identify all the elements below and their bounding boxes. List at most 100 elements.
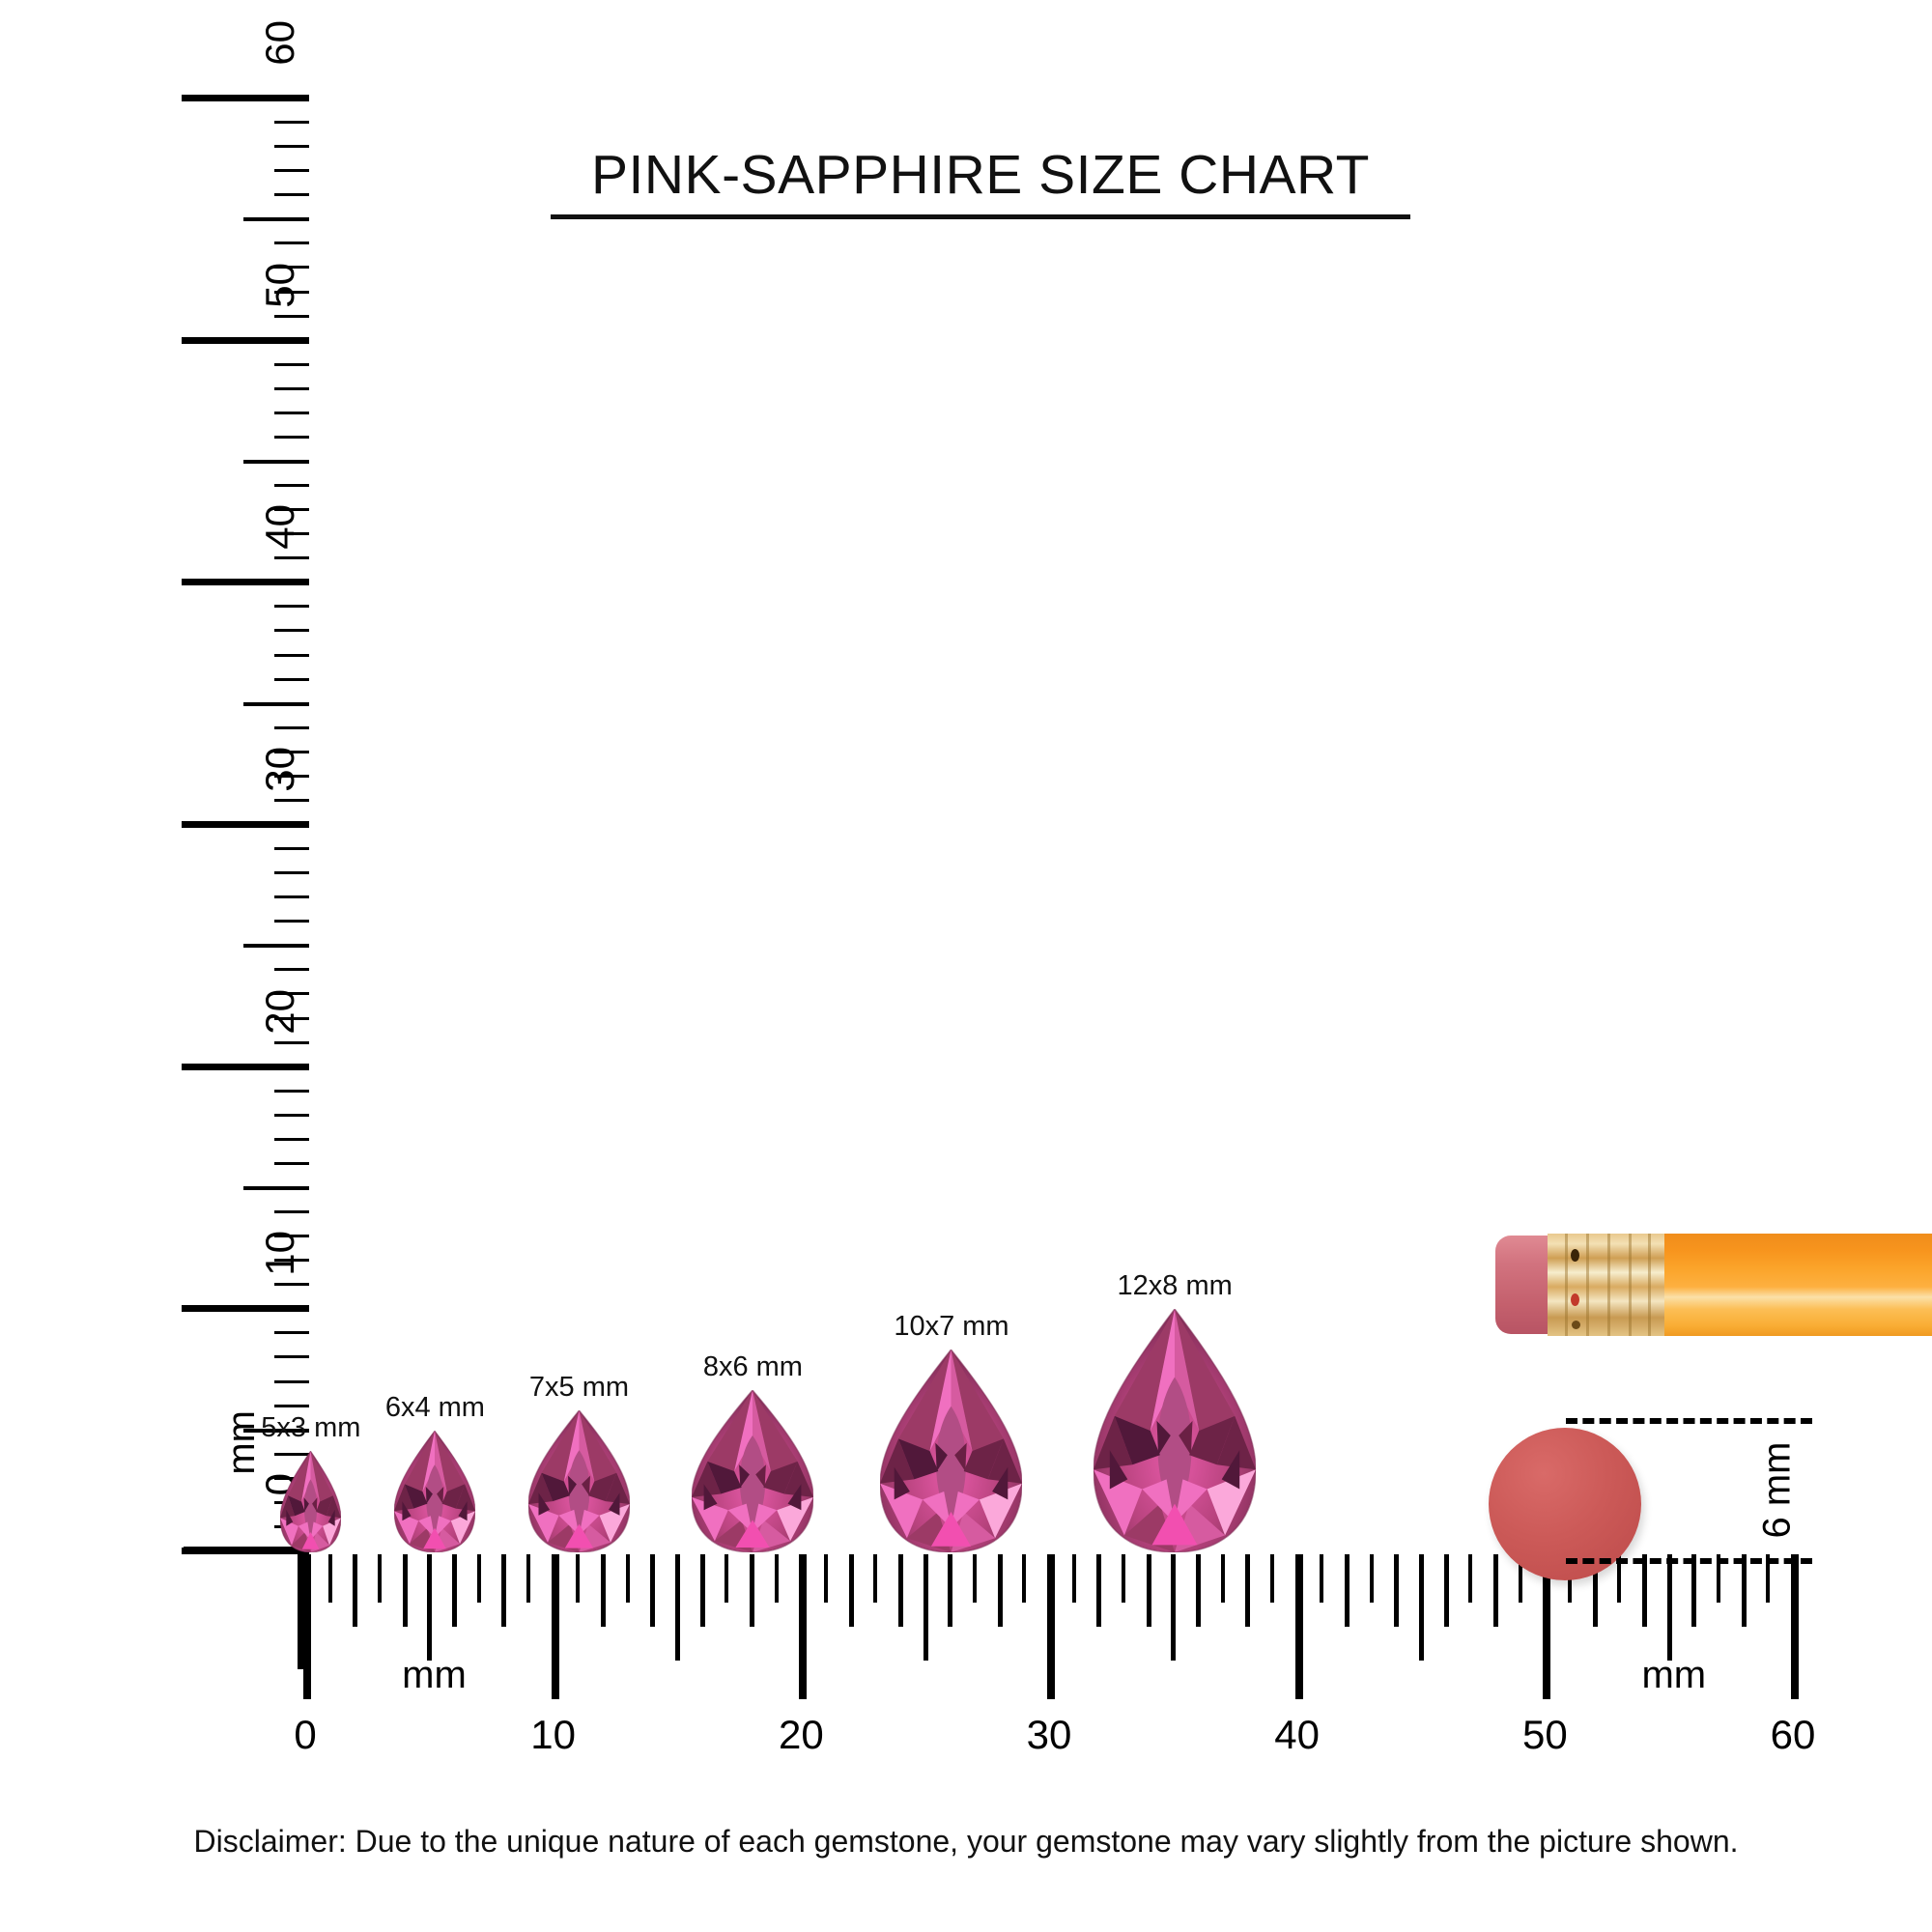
vruler-tick-7 <box>274 1379 309 1383</box>
hruler-tick-34 <box>1146 1554 1151 1627</box>
vruler-tick-38 <box>274 629 309 633</box>
vruler-label-20: 20 <box>257 988 302 1035</box>
vruler-tick-42 <box>274 532 309 536</box>
hruler-label-60: 60 <box>1770 1712 1816 1757</box>
gemstone-8x6mm[interactable]: 8x6 mm <box>692 1351 814 1552</box>
hruler-tick-47 <box>1468 1554 1473 1603</box>
vertical-ruler: 0 10 20 30 40 50 60 mm <box>145 20 309 1570</box>
hruler-tick-15 <box>675 1554 680 1661</box>
gemstone-image <box>1094 1309 1257 1552</box>
gemstone-6x4mm[interactable]: 6x4 mm <box>385 1392 485 1552</box>
vruler-tick-46 <box>274 435 309 439</box>
hruler-tick-29 <box>1022 1554 1027 1603</box>
vruler-tick-5 <box>243 1428 309 1433</box>
vruler-label-10: 10 <box>257 1231 302 1277</box>
hruler-tick-36 <box>1196 1554 1201 1627</box>
ruler-corner-horizontal <box>184 1547 305 1554</box>
vruler-tick-40 <box>182 579 309 586</box>
hruler-tick-10 <box>551 1554 559 1699</box>
vruler-tick-44 <box>274 484 309 488</box>
vruler-tick-8 <box>274 1355 309 1359</box>
gemstone-size-label: 8x6 mm <box>702 1351 803 1382</box>
hruler-tick-5 <box>427 1554 433 1661</box>
vruler-tick-29 <box>274 847 309 851</box>
hruler-tick-33 <box>1122 1554 1125 1603</box>
vruler-tick-26 <box>274 920 309 923</box>
vruler-tick-18 <box>274 1113 309 1117</box>
hruler-tick-52 <box>1592 1554 1598 1627</box>
vruler-tick-51 <box>274 314 309 318</box>
vruler-label-50: 50 <box>257 262 302 308</box>
vruler-tick-30 <box>182 821 309 828</box>
vruler-tick-23 <box>274 992 309 996</box>
hruler-label-50: 50 <box>1521 1712 1568 1757</box>
hruler-label-10: 10 <box>530 1712 577 1757</box>
hruler-tick-21 <box>824 1554 828 1603</box>
hruler-label-20: 20 <box>778 1712 824 1757</box>
gemstone-7x5mm[interactable]: 7x5 mm <box>528 1372 630 1552</box>
hruler-tick-14 <box>650 1554 656 1627</box>
vruler-unit-label: mm <box>220 1409 263 1475</box>
hruler-tick-18 <box>750 1554 754 1627</box>
hruler-tick-16 <box>699 1554 705 1627</box>
vruler-tick-14 <box>274 1210 309 1214</box>
vruler-tick-28 <box>274 871 309 875</box>
vruler-tick-36 <box>274 677 309 681</box>
vruler-tick-33 <box>274 750 309 753</box>
vruler-tick-31 <box>274 798 309 802</box>
vruler-tick-32 <box>274 774 309 778</box>
pencil-body <box>1664 1234 1932 1336</box>
ferrule-crimp-dot <box>1571 1249 1579 1262</box>
gemstone-10x7mm[interactable]: 10x7 mm <box>880 1311 1023 1552</box>
vruler-tick-11 <box>274 1283 309 1287</box>
vruler-label-40: 40 <box>257 504 302 551</box>
page-title: PINK-SAPPHIRE SIZE CHART <box>591 144 1370 206</box>
vruler-tick-47 <box>274 411 309 414</box>
gemstone-5x3mm[interactable]: 5x3 mm <box>261 1412 360 1552</box>
vruler-tick-55 <box>243 217 309 222</box>
vruler-tick-3 <box>274 1476 309 1480</box>
hruler-tick-22 <box>848 1554 854 1627</box>
hruler-tick-8 <box>501 1554 507 1627</box>
vruler-tick-41 <box>274 556 309 560</box>
pencil-ferrule <box>1548 1234 1665 1336</box>
ferrule-crimp-dot <box>1572 1321 1580 1329</box>
hruler-tick-55 <box>1666 1554 1672 1661</box>
hruler-tick-30 <box>1047 1554 1055 1699</box>
vruler-tick-57 <box>274 169 309 173</box>
callout-dash-top <box>1566 1418 1812 1424</box>
gemstone-size-label: 7x5 mm <box>528 1372 630 1403</box>
vruler-tick-35 <box>243 701 309 706</box>
hruler-tick-57 <box>1717 1554 1720 1603</box>
hruler-tick-46 <box>1443 1554 1449 1627</box>
vruler-tick-45 <box>243 460 309 464</box>
hruler-tick-1 <box>327 1554 332 1603</box>
ruler-corner-vertical <box>298 1553 305 1669</box>
vruler-tick-13 <box>274 1235 309 1238</box>
gemstone-12x8mm[interactable]: 12x8 mm <box>1094 1270 1257 1552</box>
vruler-tick-10 <box>182 1305 309 1313</box>
hruler-tick-26 <box>948 1554 953 1627</box>
hruler-tick-41 <box>1320 1554 1324 1603</box>
hruler-tick-20 <box>799 1554 808 1699</box>
vruler-tick-34 <box>274 725 309 729</box>
hruler-tick-2 <box>353 1554 358 1627</box>
vruler-tick-25 <box>243 944 309 949</box>
vruler-tick-56 <box>274 193 309 197</box>
hruler-tick-42 <box>1345 1554 1350 1627</box>
gemstone-size-label: 10x7 mm <box>894 1311 1009 1342</box>
hruler-tick-59 <box>1766 1554 1771 1603</box>
hruler-tick-37 <box>1220 1554 1225 1603</box>
hruler-tick-31 <box>1071 1554 1076 1603</box>
hruler-unit-label-left: mm <box>402 1654 467 1696</box>
hruler-tick-58 <box>1741 1554 1747 1627</box>
pencil-reference <box>1495 1232 1932 1338</box>
vruler-label-60: 60 <box>257 20 302 66</box>
hruler-tick-39 <box>1270 1554 1274 1603</box>
gemstone-image <box>880 1350 1023 1552</box>
title-block: PINK-SAPPHIRE SIZE CHART <box>551 144 1410 219</box>
hruler-tick-50 <box>1543 1554 1551 1699</box>
vruler-tick-39 <box>274 605 309 609</box>
hruler-tick-40 <box>1294 1554 1303 1699</box>
hruler-tick-24 <box>898 1554 903 1627</box>
